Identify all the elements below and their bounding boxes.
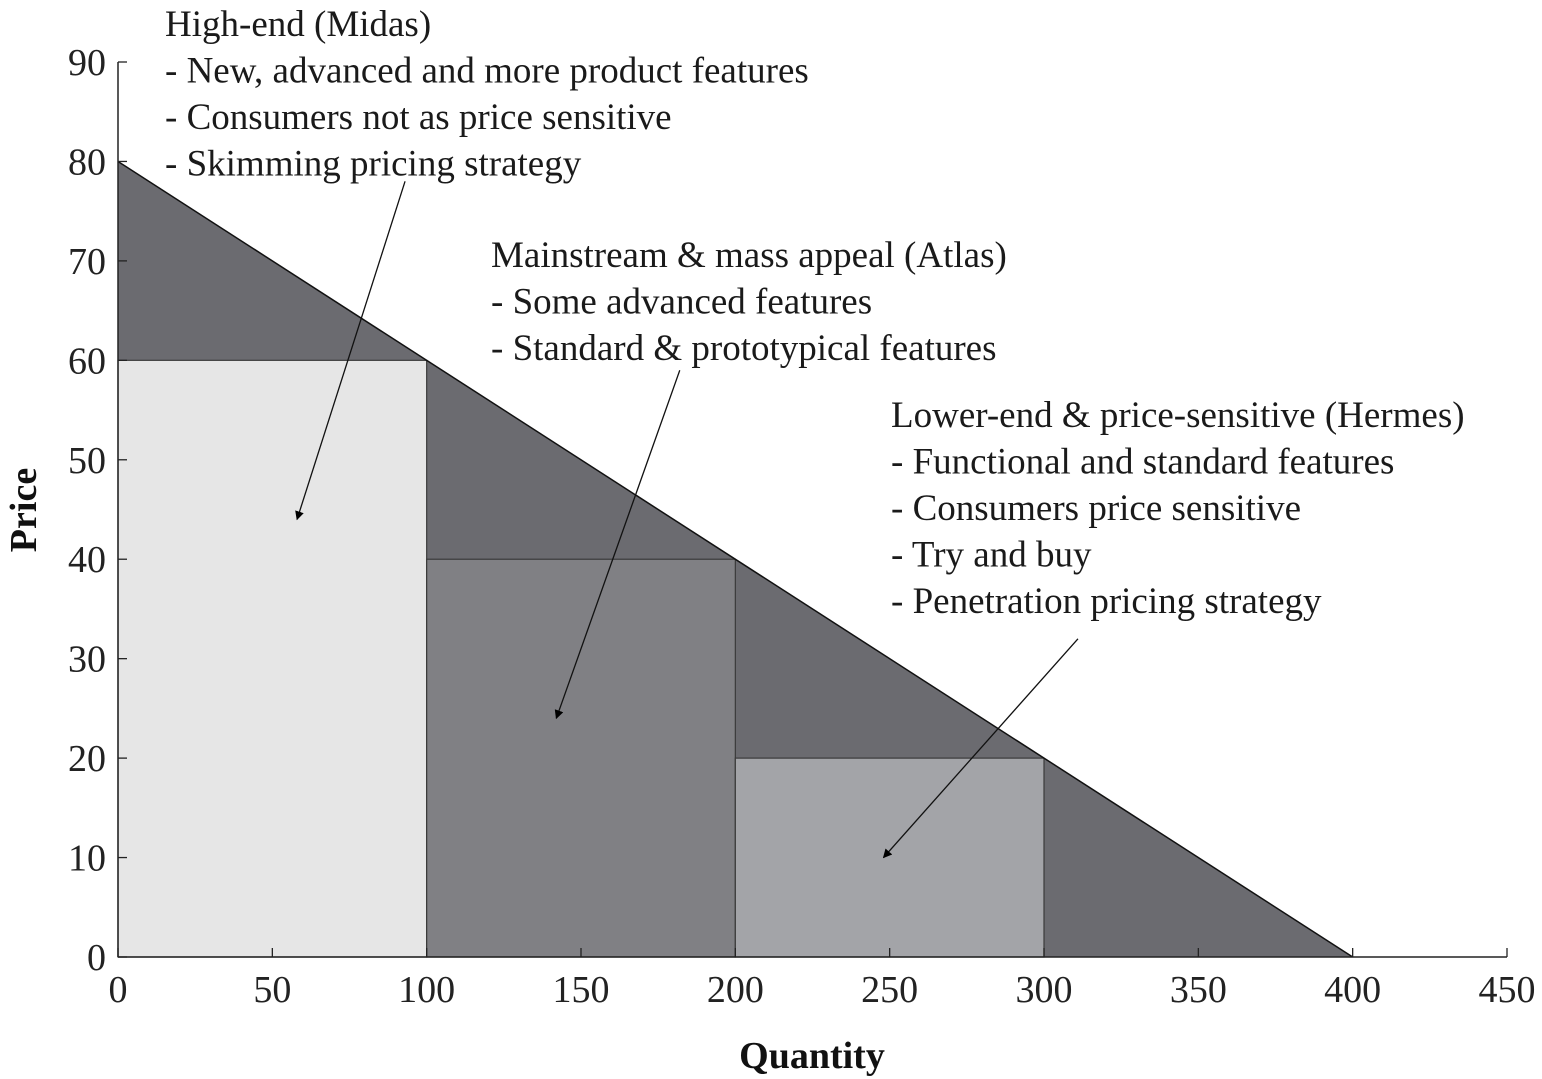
x-tick-label: 200 (707, 969, 764, 1011)
demand-line (117, 160, 1354, 958)
annotation-line: High-end (Midas) (165, 4, 431, 45)
y-tick-label: 90 (68, 42, 106, 84)
annotations: High-end (Midas) - New, advanced and more… (165, 4, 1465, 859)
annotation-line: Mainstream & mass appeal (Atlas) (491, 235, 1007, 276)
annotation-arrow (295, 181, 406, 521)
y-tick-label: 20 (68, 738, 106, 780)
x-tick-label: 400 (1324, 969, 1381, 1011)
annotation-line: - New, advanced and more product feature… (165, 51, 809, 92)
annotation-line: - Consumers price sensitive (891, 488, 1301, 529)
annotation-arrow (882, 638, 1079, 859)
y-tick-label: 80 (68, 141, 106, 183)
annotation-line: - Functional and standard features (891, 442, 1394, 483)
x-tick-label: 0 (109, 969, 128, 1011)
annotation-line: - Skimming pricing strategy (165, 144, 582, 185)
y-tick-label: 70 (68, 241, 106, 283)
segment-rect-1 (117, 359, 428, 958)
annotation-line: - Try and buy (891, 535, 1092, 576)
x-tick-label: 50 (253, 969, 291, 1011)
x-tick-label: 350 (1170, 969, 1227, 1011)
segment-rect-3 (734, 757, 1045, 958)
x-tick-label: 450 (1479, 969, 1536, 1011)
annotation-block-2: Mainstream & mass appeal (Atlas) - Some a… (491, 235, 1007, 720)
y-axis-title: Price (3, 468, 45, 552)
axes: 0 50 100 150 200 250 300 350 400 450 0 10 20 30 40 50 60… (68, 42, 1536, 1011)
annotation-line: - Some advanced features (491, 282, 872, 323)
y-tick-label: 10 (68, 838, 106, 880)
segment-rect-2 (426, 558, 736, 958)
x-tick-label: 100 (398, 969, 455, 1011)
x-tick-label: 300 (1016, 969, 1073, 1011)
y-tick-label: 0 (87, 937, 106, 979)
annotation-line: - Penetration pricing strategy (891, 581, 1322, 622)
x-axis-title: Quantity (739, 1035, 885, 1077)
annotation-arrow (554, 370, 681, 720)
y-tick-label: 40 (68, 539, 106, 581)
annotation-line: - Standard & prototypical features (491, 328, 997, 369)
y-tick-label: 50 (68, 440, 106, 482)
annotation-block-3: Lower-end & price-sensitive (Hermes) - Fu… (882, 395, 1465, 859)
annotation-block-1: High-end (Midas) - New, advanced and more… (165, 4, 809, 521)
x-tick-label: 250 (861, 969, 918, 1011)
y-tick-label: 30 (68, 639, 106, 681)
y-tick-label: 60 (68, 340, 106, 382)
plot-area (117, 160, 1354, 958)
annotation-line: - Consumers not as price sensitive (165, 97, 672, 138)
annotation-line: Lower-end & price-sensitive (Hermes) (891, 395, 1465, 436)
x-tick-label: 150 (553, 969, 610, 1011)
